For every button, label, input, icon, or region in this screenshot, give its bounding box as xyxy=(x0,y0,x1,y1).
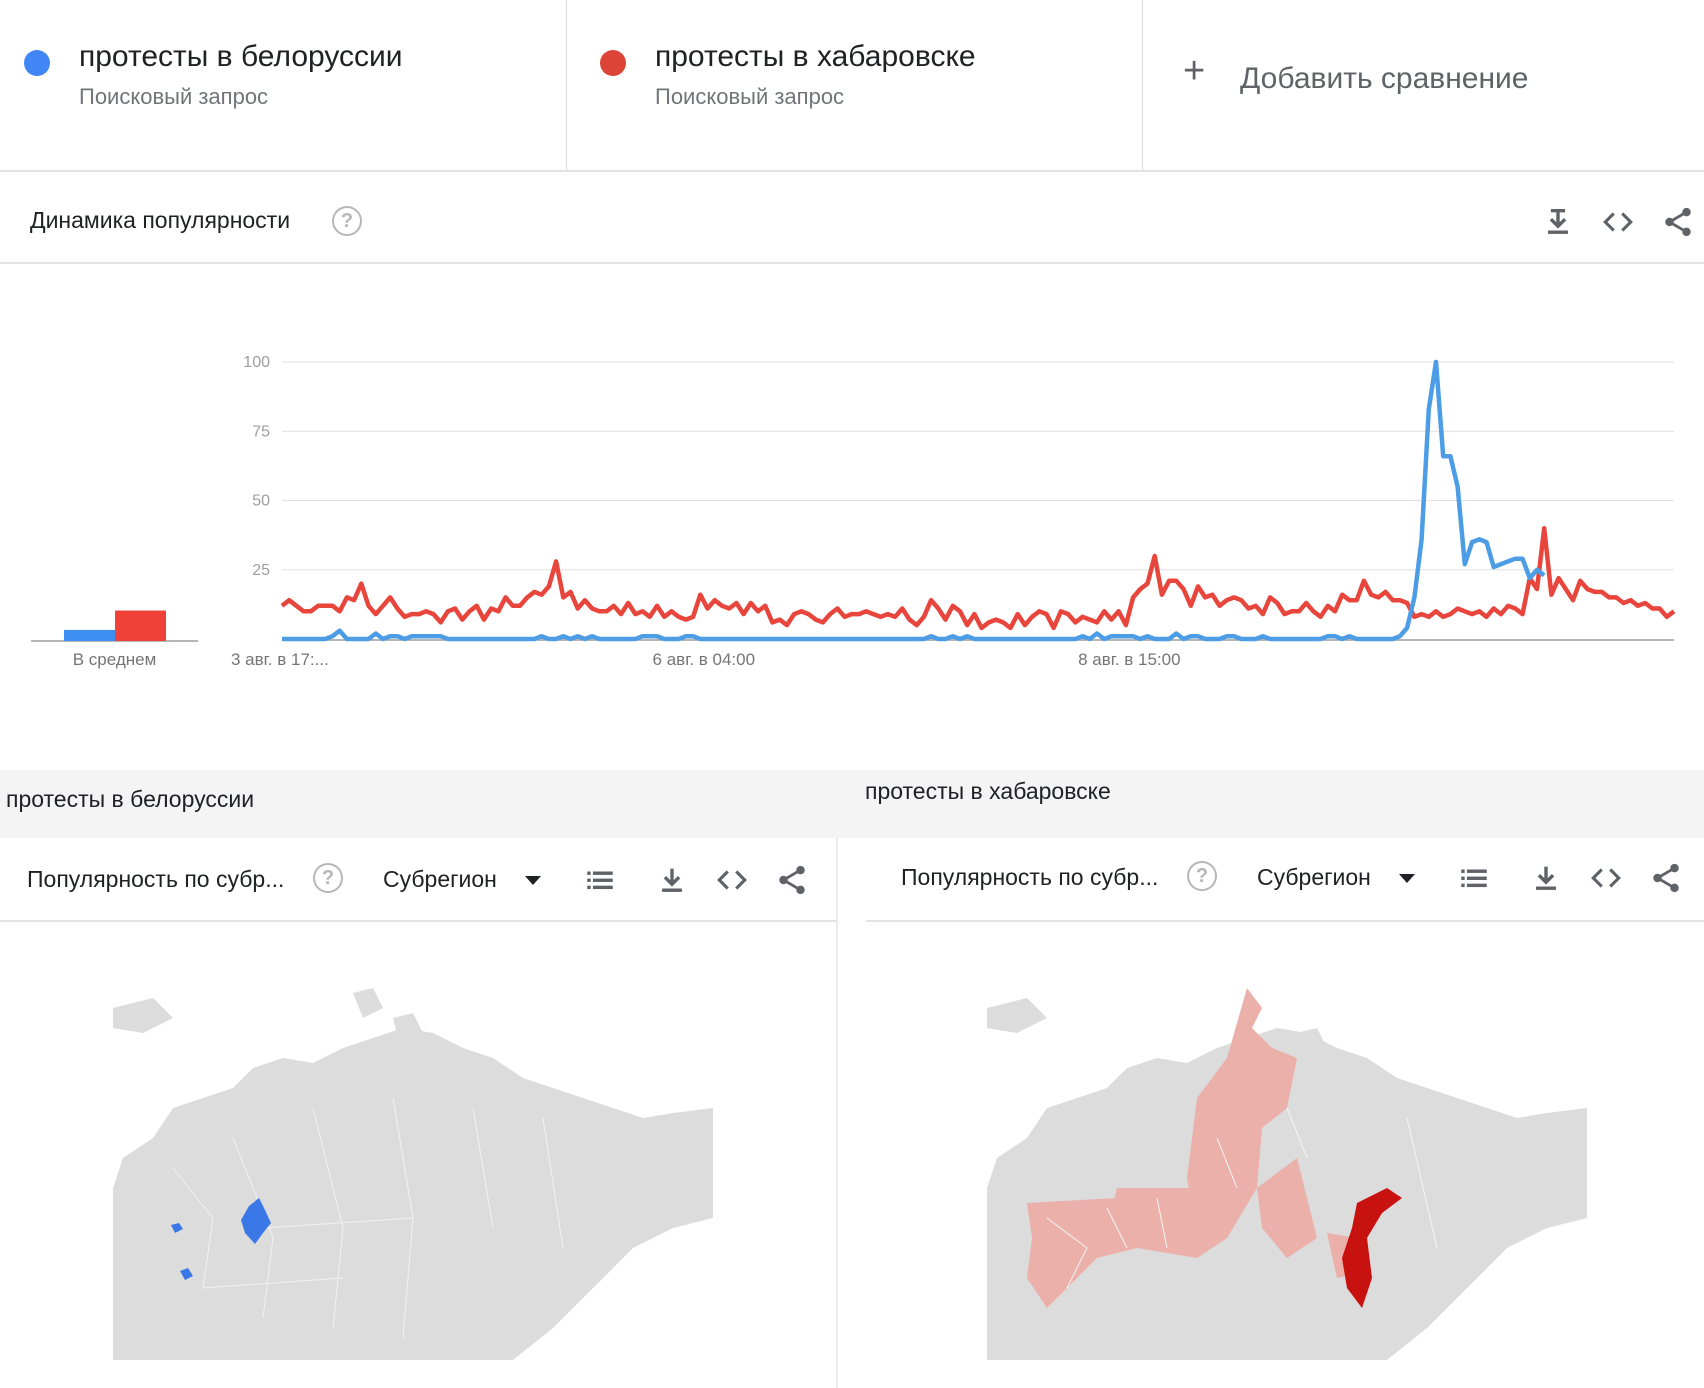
section-title-khabarovsk: протесты в хабаровске xyxy=(865,778,1111,804)
trend-card-title: Динамика популярности xyxy=(30,207,291,233)
map-card-title: Популярность по субр... xyxy=(27,866,285,892)
region-light-siberia xyxy=(1107,1188,1227,1258)
region-highlight-south xyxy=(180,1268,193,1280)
section-band xyxy=(0,770,1704,838)
embed-code-icon[interactable] xyxy=(1589,861,1623,895)
embed-code-icon[interactable] xyxy=(1601,205,1635,239)
series-color-dot xyxy=(24,50,50,76)
download-icon[interactable] xyxy=(1529,861,1563,895)
x-tick-label: 8 авг. в 15:00 xyxy=(1078,650,1181,669)
share-icon[interactable] xyxy=(1649,861,1683,895)
share-icon[interactable] xyxy=(1661,205,1695,239)
y-tick-label: 50 xyxy=(252,493,270,510)
download-icon[interactable] xyxy=(655,863,689,897)
embed-code-icon[interactable] xyxy=(715,863,749,897)
term-name: протесты в хабаровске xyxy=(655,40,976,73)
map-card-khabarovsk: Популярность по субр... ? Субрегион xyxy=(866,838,1704,1388)
region-light-west xyxy=(1027,1198,1137,1308)
map-card-header: Популярность по субр... ? Субрегион xyxy=(0,838,836,922)
region-highlight-ekaterinburg xyxy=(241,1198,271,1244)
x-tick-label: 3 авг. в 17:... xyxy=(231,650,329,669)
chevron-down-icon[interactable] xyxy=(1399,874,1415,883)
map-card-belarus: Популярность по субр... ? Субрегион xyxy=(0,838,836,1388)
region-highlight-khabarovsk xyxy=(1342,1188,1402,1308)
x-tick-label: 6 авг. в 04:00 xyxy=(653,650,756,669)
avg-bar xyxy=(64,629,115,641)
region-dropdown[interactable]: Субрегион xyxy=(383,866,497,892)
y-tick-label: 25 xyxy=(252,562,270,579)
trend-chart: 25 50 75 100 3 авг. в 17:... 6 авг. в 04:00 8 … xyxy=(31,354,1676,669)
trend-card-header: Динамика популярности ? xyxy=(0,180,1704,264)
arctic-islands xyxy=(113,988,423,1038)
add-comparison-label: Добавить сравнение xyxy=(1240,62,1529,95)
term-name: протесты в белоруссии xyxy=(79,40,403,73)
region-light-east xyxy=(1257,1158,1317,1258)
region-borders xyxy=(172,1097,564,1339)
share-icon[interactable] xyxy=(775,863,809,897)
chevron-down-icon[interactable] xyxy=(525,876,541,885)
japan-island xyxy=(1457,1238,1487,1288)
term-kind: Поисковый запрос xyxy=(79,84,269,109)
series-color-dot xyxy=(600,50,626,76)
help-icon[interactable]: ? xyxy=(332,206,362,236)
card-divider xyxy=(836,838,838,1388)
japan-island xyxy=(583,1238,613,1288)
russia-landmass xyxy=(113,1028,713,1360)
section-title-belarus: протесты в белоруссии xyxy=(6,786,255,812)
region-light-krasnoyarsk xyxy=(1187,988,1297,1238)
region-borders xyxy=(1046,1107,1438,1289)
plus-icon: + xyxy=(1183,50,1206,92)
term-card-khabarovsk[interactable]: протесты в хабаровске Поисковый запрос xyxy=(567,0,1143,170)
add-comparison-button[interactable]: + Добавить сравнение xyxy=(1143,0,1704,170)
region-map-khabarovsk[interactable] xyxy=(987,988,1587,1360)
help-icon[interactable]: ? xyxy=(313,863,343,893)
comparison-bar: протесты в белоруссии Поисковый запрос п… xyxy=(0,0,1704,172)
help-icon[interactable]: ? xyxy=(1187,861,1217,891)
list-icon[interactable] xyxy=(1457,861,1491,895)
region-dropdown[interactable]: Субрегион xyxy=(1257,864,1371,890)
avg-label: В среднем xyxy=(73,650,157,669)
series-line xyxy=(282,359,1546,642)
region-map-belarus[interactable] xyxy=(113,988,713,1360)
avg-bar xyxy=(115,610,166,641)
region-highlight-moscow xyxy=(171,1223,183,1233)
series-line xyxy=(280,525,1676,631)
map-card-header: Популярность по субр... ? Субрегион xyxy=(866,838,1704,922)
arctic-islands xyxy=(987,998,1327,1053)
map-card-title: Популярность по субр... xyxy=(901,864,1159,890)
y-tick-label: 75 xyxy=(252,423,270,440)
term-kind: Поисковый запрос xyxy=(655,84,845,109)
list-icon[interactable] xyxy=(583,863,617,897)
download-icon[interactable] xyxy=(1541,205,1575,239)
term-card-belarus[interactable]: протесты в белоруссии Поисковый запрос xyxy=(0,0,567,170)
y-tick-label: 100 xyxy=(243,354,270,371)
